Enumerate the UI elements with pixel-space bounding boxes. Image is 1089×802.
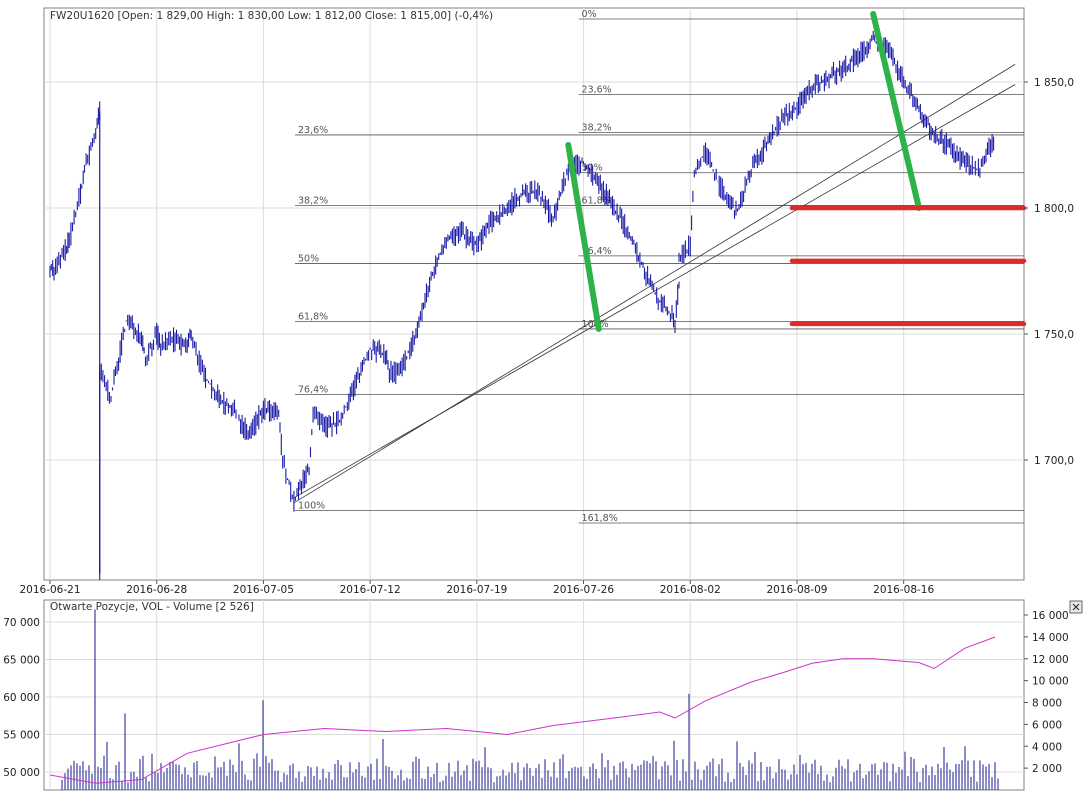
price-axes: 2016-06-21 2016-06-28 2016-07-05 2016-07-12… [19, 77, 1074, 596]
x-tick-label: 2016-08-09 [766, 584, 827, 596]
x-tick-label: 2016-08-16 [873, 584, 934, 596]
close-icon[interactable] [1069, 600, 1083, 614]
fib-level-label: 61,8% [582, 195, 612, 206]
green-annotation-line [870, 10, 922, 211]
fib-level-label: 100% [298, 500, 325, 511]
x-tick-label: 2016-07-05 [233, 584, 294, 596]
volume-tick-label: 16 000 [1032, 610, 1069, 622]
fib-level-label: 50% [298, 253, 319, 264]
oi-tick-label: 55 000 [3, 730, 40, 742]
x-tick-label: 2016-07-19 [446, 584, 507, 596]
price-panel[interactable] [43, 7, 1025, 581]
trendline [293, 84, 1016, 499]
fib-level-label: 161,8% [582, 513, 618, 524]
volume-grid [44, 600, 1024, 790]
volume-axes: 70 000 65 000 60 000 55 000 50 000 16 000 14 0… [3, 610, 1069, 779]
volume-legend: Otwarte Pozycje, VOL - Volume [2 526] [50, 601, 254, 613]
fib-level-label: 38,2% [582, 122, 612, 133]
y-tick-label: 1 850,0 [1034, 77, 1074, 89]
volume-panel[interactable] [43, 599, 1025, 791]
volume-tick-label: 10 000 [1032, 676, 1069, 688]
green-annotation-line [565, 142, 602, 332]
fib-level-label: 0% [582, 9, 597, 20]
x-tick-label: 2016-07-12 [340, 584, 401, 596]
volume-tick-label: 6 000 [1032, 719, 1062, 731]
volume-tick-label: 8 000 [1032, 698, 1062, 710]
trendlines [293, 64, 1016, 504]
volume-tick-label: 2 000 [1032, 763, 1062, 775]
price-legend: FW20U1620 [Open: 1 829,00 High: 1 830,00… [50, 10, 493, 22]
volume-bars [61, 609, 999, 790]
open-interest-line [49, 636, 996, 784]
price-series [49, 30, 995, 580]
y-tick-label: 1 800,0 [1034, 203, 1074, 215]
oi-tick-label: 50 000 [3, 767, 40, 779]
volume-tick-label: 4 000 [1032, 741, 1062, 753]
y-tick-label: 1 700,0 [1034, 455, 1074, 467]
open-interest-path [49, 636, 996, 784]
fib-level-label: 50% [582, 163, 603, 174]
oi-tick-label: 60 000 [3, 692, 40, 704]
x-tick-label: 2016-06-21 [19, 584, 80, 596]
price-grid [44, 8, 1024, 580]
oi-tick-label: 65 000 [3, 655, 40, 667]
x-tick-label: 2016-07-26 [553, 584, 614, 596]
fib-level-label: 38,2% [298, 195, 328, 206]
fib-level-label: 76,4% [582, 246, 612, 257]
fib-level-label: 23,6% [582, 85, 612, 96]
fib-level-label: 23,6% [298, 125, 328, 136]
volume-tick-label: 12 000 [1032, 654, 1069, 666]
oi-tick-label: 70 000 [3, 617, 40, 629]
fib-level-label: 61,8% [298, 311, 328, 322]
annotations [565, 10, 1027, 332]
y-tick-label: 1 750,0 [1034, 329, 1074, 341]
x-tick-label: 2016-06-28 [126, 584, 187, 596]
fib-level-label: 76,4% [298, 384, 328, 395]
volume-tick-label: 14 000 [1032, 632, 1069, 644]
x-tick-label: 2016-08-02 [660, 584, 721, 596]
trendline [293, 64, 1016, 504]
